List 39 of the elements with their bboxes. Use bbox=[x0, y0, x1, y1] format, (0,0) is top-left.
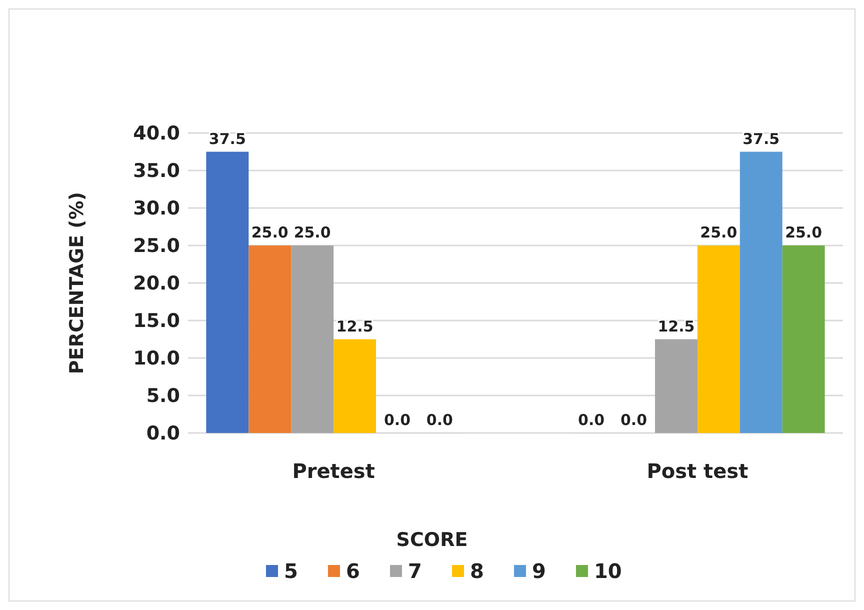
data-label: 12.5 bbox=[336, 317, 374, 336]
y-tick-label: 35.0 bbox=[133, 160, 180, 182]
x-tick-label: Post test bbox=[646, 459, 749, 483]
legend-label: 5 bbox=[284, 559, 298, 583]
y-tick-label: 25.0 bbox=[133, 235, 180, 258]
legend-label: 7 bbox=[408, 559, 422, 583]
data-label: 0.0 bbox=[426, 411, 453, 429]
legend-label: 6 bbox=[346, 559, 360, 583]
y-axis-title: PERCENTAGE (%) bbox=[66, 192, 88, 374]
data-label: 25.0 bbox=[700, 224, 738, 242]
x-tick-label: Pretest bbox=[292, 459, 376, 483]
y-tick-label: 10.0 bbox=[133, 348, 180, 370]
data-label: 25.0 bbox=[294, 224, 331, 242]
data-label: 0.0 bbox=[620, 411, 648, 429]
legend-title: SCORE bbox=[396, 529, 468, 551]
data-label: 25.0 bbox=[251, 224, 288, 242]
bar bbox=[248, 246, 292, 433]
bar bbox=[334, 339, 376, 433]
legend-label: 9 bbox=[532, 559, 546, 583]
legend-label: 8 bbox=[470, 559, 484, 583]
y-tick-label: 20.0 bbox=[133, 272, 180, 295]
y-tick-label: 0.0 bbox=[146, 422, 180, 445]
y-tick-label: 5.0 bbox=[146, 385, 180, 408]
bar bbox=[782, 246, 825, 433]
data-label: 12.5 bbox=[658, 317, 695, 336]
y-tick-label: 30.0 bbox=[133, 198, 180, 220]
y-tick-label: 15.0 bbox=[133, 310, 180, 332]
bar bbox=[291, 246, 334, 433]
legend-label: 10 bbox=[594, 559, 622, 583]
data-label: 0.0 bbox=[384, 411, 411, 429]
data-label: 25.0 bbox=[785, 224, 822, 242]
bar bbox=[654, 339, 698, 433]
bar bbox=[740, 152, 782, 433]
data-label: 0.0 bbox=[578, 411, 605, 429]
bar bbox=[697, 246, 740, 433]
y-tick-label: 40.0 bbox=[133, 122, 180, 145]
data-label: 37.5 bbox=[208, 130, 246, 148]
data-label: 37.5 bbox=[742, 130, 780, 148]
bar bbox=[206, 152, 249, 433]
